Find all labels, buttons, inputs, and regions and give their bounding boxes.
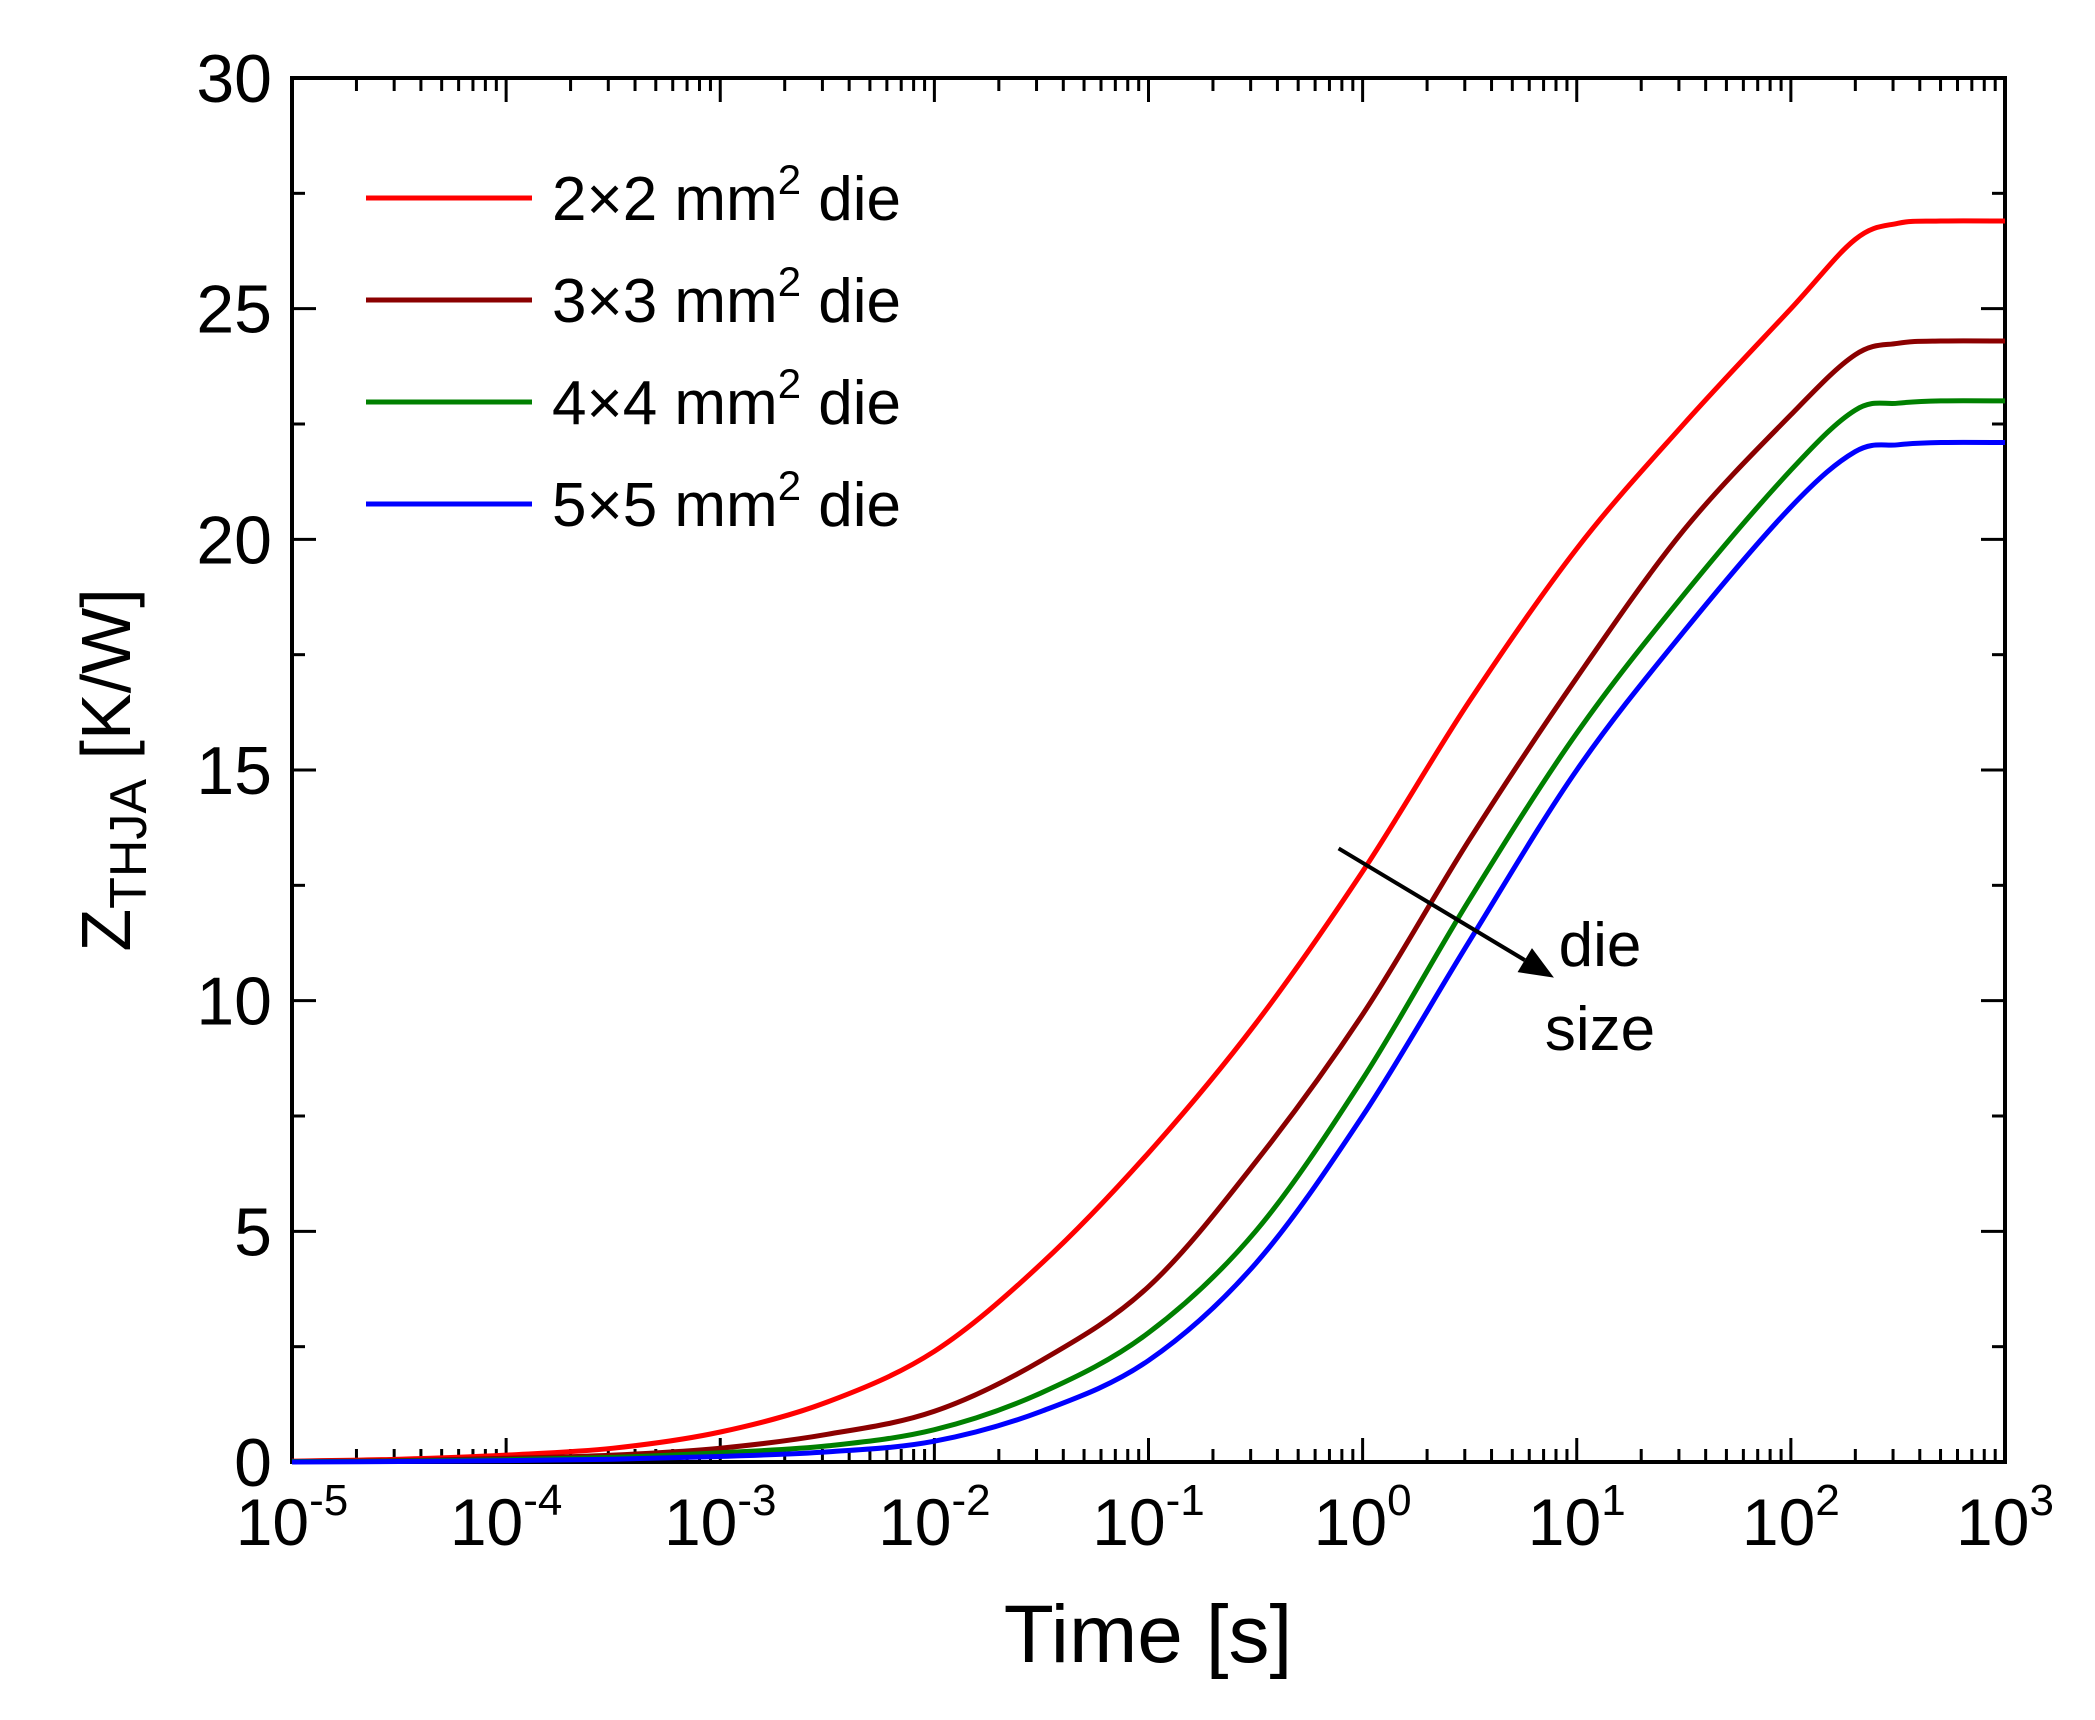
annotation-line1: die (1559, 911, 1642, 980)
y-tick-labels: 0 5 10 15 20 25 30 (196, 41, 272, 1501)
x-tick-label: 10-3 (664, 1476, 777, 1559)
x-tick-labels: 10-5 10-4 10-3 10-2 10-1 100 101 102 103 (236, 1476, 2054, 1559)
x-tick-label: 10-5 (236, 1476, 349, 1559)
annotation-line2: size (1545, 995, 1655, 1064)
legend-label: 2×2 mm2 die (552, 156, 901, 234)
x-tick-label: 102 (1742, 1476, 1840, 1559)
series-line-3x3 (291, 338, 2006, 1464)
y-tick-label: 20 (196, 502, 272, 578)
y-tick-label: 0 (234, 1425, 272, 1501)
y-tick-label: 10 (196, 964, 272, 1040)
legend-label: 3×3 mm2 die (552, 258, 901, 336)
legend-label: 4×4 mm2 die (552, 360, 901, 438)
axis-ticks (290, 76, 2007, 1464)
plot-frame (290, 76, 2007, 1464)
x-axis-label: Time [s] (1004, 1589, 1293, 1680)
x-tick-label: 10-2 (878, 1476, 991, 1559)
legend-label: 5×5 mm2 die (552, 462, 901, 540)
y-axis-label-unit: [K/W] (67, 588, 145, 779)
x-tick-label: 101 (1528, 1476, 1626, 1559)
x-tick-label: 103 (1956, 1476, 2054, 1559)
y-tick-label: 5 (234, 1194, 272, 1270)
series-lines (291, 218, 2006, 1465)
y-axis-label-sub: THJA (100, 779, 158, 909)
arrow-shaft (1337, 846, 1526, 962)
y-tick-label: 30 (196, 41, 272, 117)
series-line-2x2 (291, 218, 2006, 1464)
arrow-head (1517, 948, 1554, 978)
y-tick-label: 25 (196, 272, 272, 348)
y-axis-label: ZTHJA [K/W] (67, 588, 158, 951)
y-axis-label-main: Z (67, 909, 145, 952)
y-tick-label: 15 (196, 733, 272, 809)
series-line-5x5 (291, 439, 2006, 1465)
x-tick-label: 10-4 (450, 1476, 563, 1559)
die-size-annotation: die size (1337, 846, 1655, 1064)
x-tick-label: 10-1 (1092, 1476, 1205, 1559)
series-line-4x4 (291, 398, 2006, 1464)
legend: 2×2 mm2 die 3×3 mm2 die 4×4 mm2 die 5×5 mm2… (366, 156, 901, 540)
x-tick-label: 100 (1314, 1476, 1412, 1559)
